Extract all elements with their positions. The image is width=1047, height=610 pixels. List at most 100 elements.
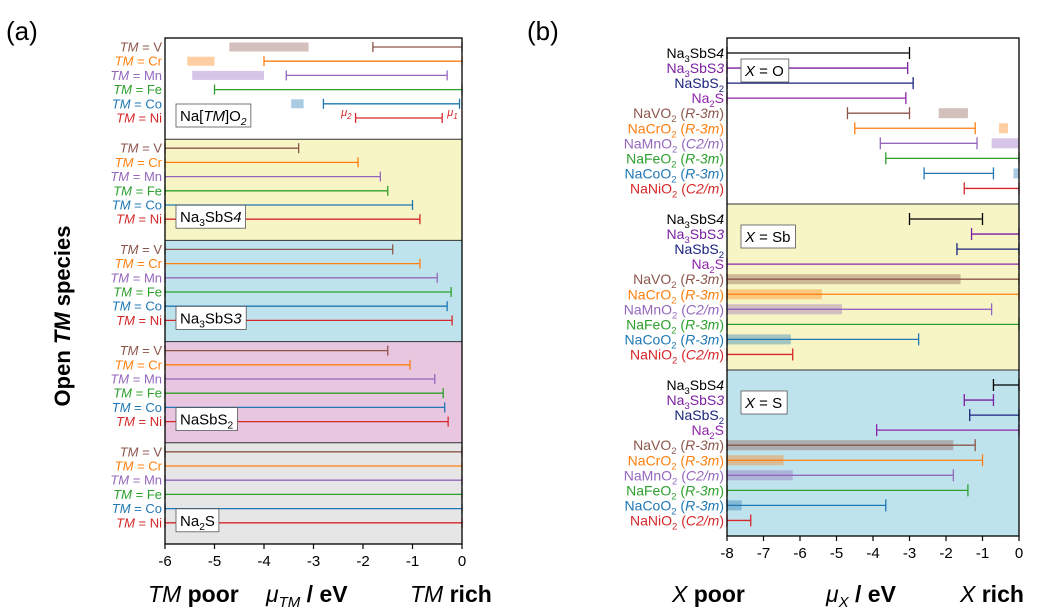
panel-b-group-2-row-8-formula-italic: R-3m — [685, 497, 720, 513]
panel-b-group-1-row-0-formula-main: Na — [667, 211, 685, 227]
panel-b-group-1-row-5-formula: NaCrO2 (R-3m) — [628, 286, 724, 306]
panel-b-group-1-row-6-formula-sub: 2 — [672, 310, 677, 321]
panel-a-group-1-formula-rest: SbS — [205, 209, 233, 226]
panel-a-group-4-row-label-species: = V — [139, 444, 163, 459]
panel-b-group-2-row-4-formula-italic: R-3m — [685, 437, 720, 453]
panel-a-group-4-row-label-prefix: TM — [113, 487, 132, 502]
panel-b-xtick-label: -7 — [757, 545, 770, 562]
panel-b-group-0-row-8-formula-tail: ) — [719, 165, 724, 181]
panel-b-xlabel-mid-sub: X — [838, 594, 850, 610]
panel-b-group-0-row-1-formula-rest: SbS — [690, 60, 716, 76]
panel-b-group-2-row-0-formula-italic: 4 — [716, 377, 724, 393]
panel-b-group-0-row-7-formula-rest: ( — [677, 150, 686, 166]
panel-a-mu1-sub: 1 — [453, 112, 457, 121]
panel-b-group-2-row-8-formula-main: NaCoO — [625, 497, 672, 513]
panel-a-group-2-row-label-prefix: TM — [115, 256, 134, 271]
panel-a-group-0-row-label-prefix: TM — [112, 96, 131, 111]
panel-b-group-1-row-4-formula-main: NaVO — [633, 271, 671, 287]
panel-a-label: (a) — [6, 16, 38, 46]
panel-a-xtick-label: -2 — [356, 553, 369, 570]
panel-b-xlabel-mid-rest: / eV — [849, 581, 897, 607]
panel-b-group-2-row-0-formula-main: Na — [667, 377, 685, 393]
panel-b-group-1-row-1-formula-main: Na — [667, 226, 685, 242]
panel-b-group-0-row-5-formula-tail: ) — [719, 120, 724, 136]
panel-b-group-1-element-label: X = Sb — [744, 229, 790, 246]
panel-b-group-0-row-0-formula-italic: 4 — [716, 45, 724, 61]
panel-b-group-0-row-6-formula-italic: C2/m — [686, 135, 720, 151]
panel-b-xtick-label: -1 — [976, 545, 989, 562]
panel-a-group-3-row-label-species: = Mn — [129, 372, 162, 387]
panel-b-group-1-row-7-formula-main: NaFeO — [626, 316, 671, 332]
panel-b-group-1-row-0-formula-sub: 3 — [684, 220, 689, 231]
panel-a-group-0-row-label-prefix: TM — [116, 111, 135, 126]
panel-b-group-0-row-3-formula-sub: 2 — [709, 99, 714, 110]
panel-a-group-3-row-label-3: TM = Fe — [113, 386, 162, 401]
panel-a-group-4-row-label-species: = Fe — [132, 487, 162, 502]
panel-a-group-1-row-label-1: TM = Cr — [115, 155, 163, 170]
panel-a-group-2-row-label-prefix: TM — [113, 285, 132, 300]
panel-a-group-4-row-label-5: TM = Ni — [116, 515, 162, 530]
panel-b-group-1-row-5-formula-rest: ( — [677, 286, 686, 302]
panel-b-group-0-element-label-x: X — [744, 63, 756, 80]
panel-a-group-1-row-label-4: TM = Co — [112, 198, 162, 213]
panel-a-group-0-row-label-5: TM = Ni — [116, 111, 162, 126]
panel-b-group-1-row-4-formula-tail: ) — [719, 271, 724, 287]
panel-a-group-3-row-label-species: = Ni — [135, 414, 162, 429]
panel-a-group-2-row-label-species: = Ni — [135, 313, 162, 328]
panel-b-group-2-row-8-formula-sub: 2 — [671, 506, 676, 517]
panel-a-group-3-row-label-prefix: TM — [113, 386, 132, 401]
panel-b-group-2-row-7-formula: NaFeO2 (R-3m) — [626, 482, 724, 502]
panel-a-group-1-row-label-species: = Mn — [129, 169, 162, 184]
panel-b-group-0-row-1-formula-italic: 3 — [716, 60, 724, 76]
panel-b-group-2-row-1-formula-italic: 3 — [716, 392, 724, 408]
panel-a-group-3-row-label-1: TM = Cr — [115, 357, 163, 372]
panel-a-group-1-formula: Na3SbS4 — [180, 209, 242, 229]
panel-a-group-4-row-label-1: TM = Cr — [115, 459, 163, 474]
panel-b-group-1-row-4-formula-rest: ( — [677, 271, 686, 287]
panel-b-group-1-row-3-formula-rest: S — [715, 256, 724, 272]
panel-a-xlabel-left: TM poor — [148, 581, 239, 607]
panel-b-group-2-row-6-formula-sub: 2 — [672, 476, 677, 487]
panel-b-group-2-row-5-formula: NaCrO2 (R-3m) — [628, 452, 724, 472]
panel-b-group-1-row-6-formula-main: NaMnO — [624, 301, 672, 317]
panel-a-group-2-label-box — [175, 305, 247, 330]
panel-b-group-0-row-1-formula: Na3SbS3 — [667, 60, 725, 80]
panel-b-group-0-row-4-formula-italic: R-3m — [685, 105, 720, 121]
panel-b-group-1-row-3-formula: Na2S — [691, 256, 724, 276]
panel-b-group-0-row-6-formula-sub: 2 — [672, 144, 677, 155]
panel-b-group-0-row-6-formula-main: NaMnO — [624, 135, 672, 151]
panel-a-group-3-row-label-prefix: TM — [120, 343, 139, 358]
panel-b-group-0-row-5-formula-italic: R-3m — [685, 120, 720, 136]
panel-a-group-2-row-label-0: TM = V — [120, 242, 163, 257]
panel-a-mu1-symbol: μ — [446, 107, 453, 119]
panel-a-group-1-row-label-2: TM = Mn — [110, 169, 162, 184]
panel-a-group-0-formula-rest: ]O — [225, 108, 241, 125]
panel-a-group-3-row-label-species: = Cr — [133, 357, 162, 372]
panel-b-xlabel-right: X rich — [959, 581, 1024, 607]
panel-a-group-0-row-label-prefix: TM — [113, 82, 132, 97]
panel-a-group-4-row-label-species: = Ni — [135, 515, 162, 530]
panel-a-group-3-label-box — [175, 407, 238, 432]
panel-b-group-2-row-9-formula: NaNiO2 (C2/m) — [630, 512, 724, 532]
panel-b-group-1-row-2-formula: NaSbS2 — [674, 241, 724, 261]
panel-b-group-0-row-7-formula-sub: 2 — [671, 159, 676, 170]
panel-b-group-0-row-3-formula: Na2S — [691, 90, 724, 110]
panel-b-group-2-row-3-formula-rest: S — [715, 422, 724, 438]
panel-a-group-0-label-box — [175, 103, 252, 128]
panel-a-group-1-row-label-species: = Ni — [135, 212, 162, 227]
panel-b-group-1-row-6-formula-italic: C2/m — [686, 301, 720, 317]
panel-a-group-4-row-label-prefix: TM — [120, 444, 139, 459]
panel-a-group-4-formula-sub: 2 — [199, 522, 205, 533]
panel-a-xlabel-right: TM rich — [410, 581, 492, 607]
panel-a-group-2-row-label-species: = Fe — [132, 285, 162, 300]
panel-a-group-0-row-label-1: TM = Cr — [115, 54, 163, 69]
panel-a-group-1-formula-italic: 4 — [233, 209, 241, 226]
panel-b-group-1-row-4-formula: NaVO2 (R-3m) — [633, 271, 724, 291]
panel-a-group-0-row-label-prefix: TM — [115, 54, 134, 69]
panel-a-group-3-row-label-prefix: TM — [112, 400, 131, 415]
panel-a-group-2-row-label-prefix: TM — [112, 299, 131, 314]
panel-a-group-3-formula: NaSbS2 — [180, 412, 234, 432]
panel-b-group-2-row-7-formula-tail: ) — [719, 482, 724, 498]
panel-a-group-2-row-label-species: = Mn — [129, 270, 162, 285]
